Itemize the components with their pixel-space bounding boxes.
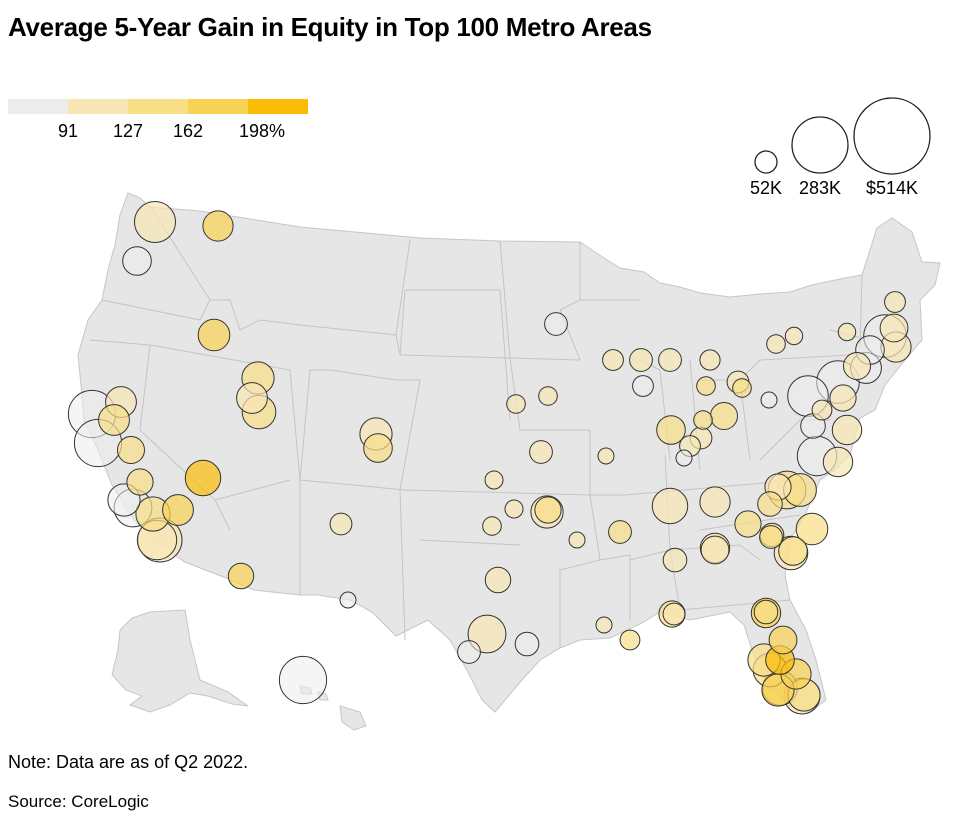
metro-bubble-deltona	[768, 625, 798, 655]
size-legend-label-large: $514K	[865, 178, 919, 198]
legend-swatch-2	[68, 99, 128, 114]
size-legend-circle-medium	[791, 116, 849, 174]
metro-bubble-fort-worth	[534, 496, 562, 524]
metro-bubble-madison	[602, 349, 624, 371]
metro-bubble-birmingham	[662, 602, 686, 626]
legend-swatch-1	[8, 99, 68, 114]
chart-title: Average 5-Year Gain in Equity in Top 100…	[8, 12, 652, 42]
metro-bubble-hartford	[843, 352, 871, 380]
metro-bubble-phoenix	[184, 459, 222, 497]
metro-bubble-seattle	[134, 201, 176, 243]
metro-bubble-dayton	[693, 410, 713, 430]
size-legend-label-medium: 283K	[798, 178, 842, 198]
metro-bubble-houston	[514, 631, 540, 657]
metro-bubble-austin	[467, 614, 507, 654]
color-legend-bar	[8, 99, 308, 114]
metro-bubble-detroit	[632, 375, 654, 397]
metro-bubble-modesto	[117, 436, 145, 464]
metro-bubble-indianapolis	[656, 415, 686, 445]
metro-bubbles	[67, 201, 912, 715]
metro-bubble-albany	[884, 291, 906, 313]
metro-bubble-portland-me	[879, 313, 909, 343]
metro-bubble-knoxville	[700, 535, 730, 565]
metro-bubble-chattanooga	[699, 486, 731, 518]
state-borders	[89, 205, 871, 648]
metro-bubble-oklahoma-city	[482, 516, 502, 536]
metro-bubble-augusta	[753, 599, 779, 625]
metro-bubble-albuquerque	[329, 512, 353, 536]
metro-bubble-kansas-city	[529, 440, 553, 464]
size-legend-circle-large	[853, 97, 931, 175]
metro-bubble-nashville	[651, 487, 689, 525]
metro-bubble-rochester	[784, 326, 804, 346]
metro-bubble-omaha	[506, 394, 526, 414]
metro-bubble-san-antonio	[457, 640, 481, 664]
metro-bubble-stockton	[98, 404, 130, 436]
alaska-shape	[111, 609, 249, 713]
metro-bubble-philadelphia	[831, 414, 863, 446]
metro-bubble-greensboro	[757, 491, 783, 517]
size-legend-circles	[754, 97, 931, 175]
legend-tick-127: 127	[112, 121, 144, 141]
legend-tick-162: 162	[172, 121, 204, 141]
metro-bubble-el-paso	[339, 591, 357, 609]
metro-bubble-richmond	[822, 446, 854, 478]
metro-bubble-milwaukee	[629, 348, 653, 372]
metro-bubble-des-moines	[538, 386, 558, 406]
metro-bubble-jackson	[662, 547, 688, 573]
metro-bubble-boise	[197, 318, 231, 352]
metro-bubble-new-orleans	[619, 629, 641, 651]
metro-bubble-winston-salem	[759, 525, 783, 549]
legend-tick-198: 198%	[238, 121, 286, 141]
metro-bubble-baton-rouge	[595, 616, 613, 634]
size-legend-label-small: 52K	[749, 178, 783, 198]
metro-bubble-las-vegas	[162, 494, 194, 526]
metro-bubble-grand-rapids	[699, 349, 721, 371]
note-text: Note: Data are as of Q2 2022.	[8, 752, 249, 772]
legend-swatch-3	[128, 99, 188, 114]
metro-bubble-harrisburg	[811, 399, 833, 421]
source-text: Source: CoreLogic	[8, 792, 149, 811]
metro-bubble-little-rock	[568, 531, 586, 549]
legend-tick-91: 91	[57, 121, 79, 141]
legend-swatch-4	[188, 99, 248, 114]
hawaii-shape	[339, 705, 367, 731]
metro-bubble-colorado-springs	[363, 433, 393, 463]
metro-bubble-buffalo	[766, 334, 786, 354]
metro-bubble-wilmington	[778, 536, 808, 566]
metro-bubble-toledo	[696, 376, 716, 396]
metro-bubble-spokane	[202, 210, 234, 242]
metro-bubble-tucson	[227, 562, 255, 590]
legend-swatch-5	[248, 99, 308, 114]
metro-bubble-ogden	[236, 382, 268, 414]
metro-bubble-akron	[732, 378, 752, 398]
metro-bubble-fresno	[126, 468, 154, 496]
metro-bubble-wichita	[484, 470, 504, 490]
metro-bubble-portland	[122, 246, 152, 276]
size-legend-circle-small	[754, 150, 778, 174]
metro-bubble-mcallen	[484, 566, 512, 594]
metro-bubble-pittsburgh	[760, 391, 778, 409]
metro-bubble-honolulu	[278, 655, 328, 705]
metro-bubble-tulsa	[504, 499, 524, 519]
land	[77, 192, 941, 731]
metro-bubble-minneapolis	[544, 312, 568, 336]
metro-bubble-lexington	[675, 449, 693, 467]
metro-bubble-syracuse	[837, 322, 857, 342]
contiguous-us-shape	[77, 192, 941, 713]
metro-bubble-allentown	[829, 384, 857, 412]
metro-bubble-chicago	[658, 348, 682, 372]
metro-bubble-charlotte	[795, 512, 829, 546]
metro-bubble-columbus	[710, 402, 738, 430]
metro-bubble-memphis	[608, 520, 632, 544]
metro-bubble-st-louis	[597, 447, 615, 465]
metro-bubble-greenville	[734, 510, 762, 538]
